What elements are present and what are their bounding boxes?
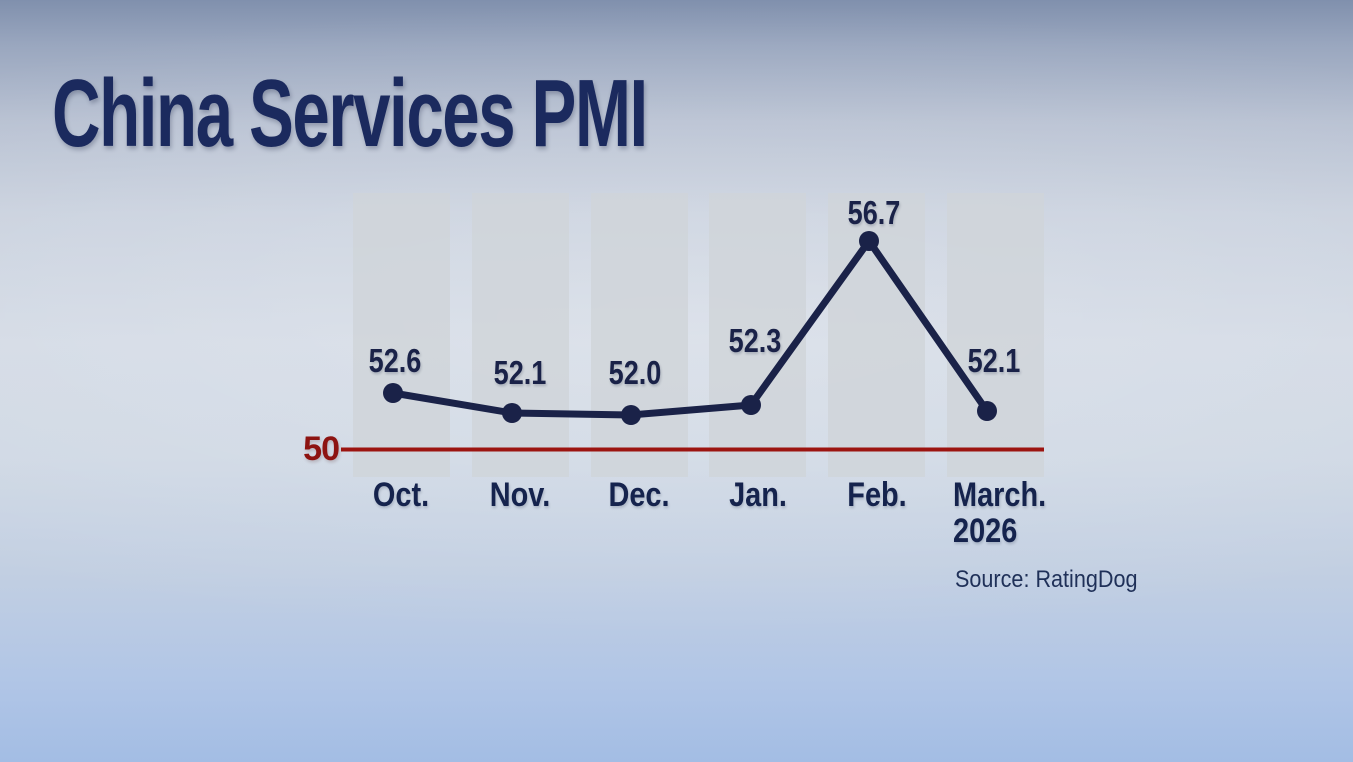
data-point-value-label: 52.3 bbox=[728, 322, 782, 359]
data-point-dot bbox=[741, 395, 761, 415]
data-point-value-label: 52.1 bbox=[493, 354, 547, 391]
column-bg bbox=[709, 193, 807, 477]
column-bg bbox=[947, 193, 1044, 477]
data-point-dot bbox=[502, 403, 522, 423]
x-axis-label-march-2026: March. 2026 bbox=[953, 477, 1046, 549]
data-point-value-label: 56.7 bbox=[847, 194, 901, 231]
data-point-dot bbox=[977, 401, 997, 421]
pmi-series-line bbox=[392, 234, 990, 419]
column-bg bbox=[471, 193, 569, 477]
column-bg bbox=[590, 193, 688, 477]
page-title: China Services PMI bbox=[52, 60, 648, 167]
x-axis-label: Nov. bbox=[489, 476, 551, 514]
source-credit: Source: RatingDog bbox=[955, 566, 1138, 593]
x-axis-label: March. bbox=[953, 476, 1047, 514]
data-point-dot bbox=[859, 231, 879, 251]
x-axis-label: Jan. bbox=[729, 476, 787, 514]
x-axis-label: Dec. bbox=[608, 476, 670, 514]
data-point-dot bbox=[383, 383, 403, 403]
column-bg bbox=[353, 193, 450, 477]
baseline-50-label: 50 bbox=[303, 430, 340, 468]
data-point-value-label: 52.1 bbox=[967, 342, 1021, 379]
data-point-dot bbox=[621, 405, 641, 425]
data-point-value-label: 52.0 bbox=[608, 354, 662, 391]
x-axis-label: Feb. bbox=[847, 476, 907, 514]
x-axis-label: Oct. bbox=[372, 476, 430, 514]
x-axis-year-label: 2026 bbox=[953, 512, 1018, 550]
data-point-value-label: 52.6 bbox=[368, 342, 422, 379]
